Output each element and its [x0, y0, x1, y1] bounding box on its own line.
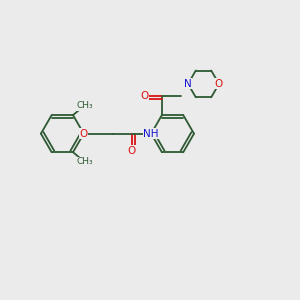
Text: NH: NH [143, 129, 159, 139]
Text: O: O [128, 146, 136, 156]
Text: O: O [80, 129, 88, 139]
Text: CH₃: CH₃ [76, 157, 93, 166]
Text: O: O [215, 79, 223, 89]
Text: N: N [184, 79, 192, 89]
Text: CH₃: CH₃ [76, 101, 93, 110]
Text: O: O [140, 91, 149, 101]
